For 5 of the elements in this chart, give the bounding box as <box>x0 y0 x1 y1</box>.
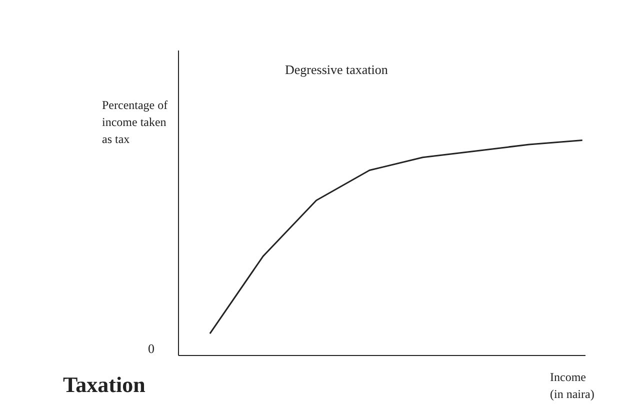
text: 0 <box>148 341 154 356</box>
chart-title: Degressive taxation <box>285 62 388 77</box>
text: Taxation <box>63 372 146 397</box>
x-axis-title: Income (in naira) <box>550 370 594 401</box>
y-axis-title: Percentage of income taken as tax <box>102 98 168 146</box>
